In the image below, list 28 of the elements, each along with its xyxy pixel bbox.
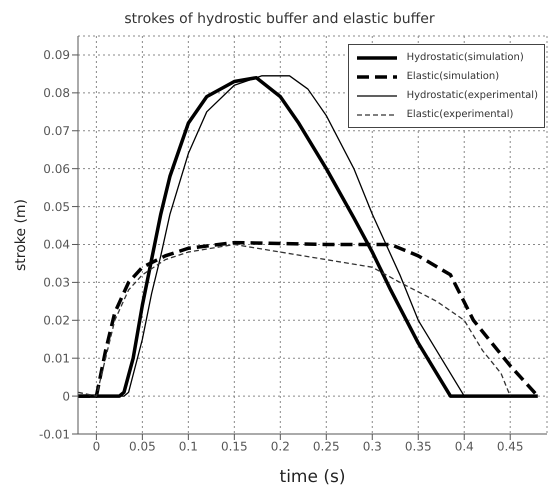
y-tick-label: -0.01 [38,427,70,442]
y-axis-title: stroke (m) [12,198,29,272]
x-tick-label: 0.1 [178,440,198,454]
x-axis-title: time (s) [280,467,346,487]
x-tick-label: 0.4 [454,440,474,454]
y-tick-label: 0.05 [43,200,70,214]
x-tick-label: 0.45 [496,440,524,454]
x-tick-label: 0.2 [270,440,290,454]
y-tick-label: 0 [62,389,70,404]
y-tick-label: 0.07 [43,124,70,138]
y-tick-label: 0.03 [43,276,70,290]
legend-label: Elastic(experimental) [406,109,514,120]
legend-label: Hydrostatic(experimental) [406,90,538,101]
x-tick-label: 0.15 [220,440,248,454]
legend-label: Elastic(simulation) [406,71,500,82]
legend-label: Hydrostatic(simulation) [406,52,524,63]
x-tick-label: 0.05 [129,440,156,454]
x-tick-label: 0.3 [362,440,382,454]
chart-title: strokes of hydrostic buffer and elastic buffer [123,10,436,29]
x-tick-label: 0.25 [312,440,340,454]
y-tick-label: 0.01 [43,351,70,366]
x-tick-label: 0.35 [404,440,432,454]
x-tick-label: 0 [92,440,100,454]
y-tick-label: 0.09 [43,48,70,62]
y-tick-label: 0.02 [43,314,70,328]
y-tick-label: 0.08 [43,86,70,100]
y-tick-label: 0.04 [43,238,70,252]
y-tick-label: 0.06 [43,162,70,176]
